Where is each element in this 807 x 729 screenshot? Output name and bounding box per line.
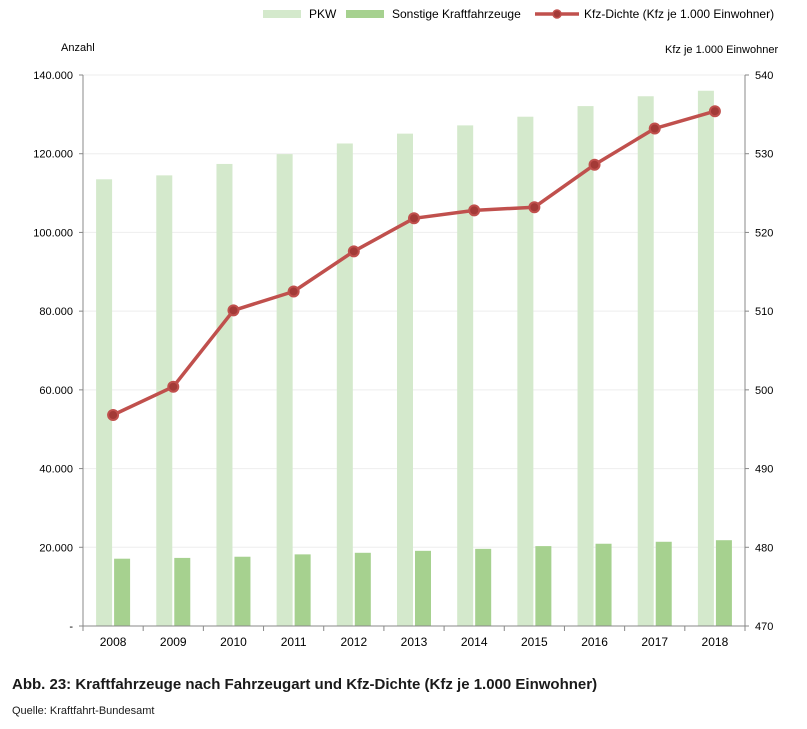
y-tick-label-right: 480 — [755, 542, 773, 554]
density-markers — [107, 105, 721, 422]
y-tick-label-left: 140.000 — [33, 70, 73, 82]
bars-sonstige — [114, 540, 732, 626]
x-tick-label: 2009 — [160, 635, 187, 649]
density-marker — [708, 105, 721, 118]
bar-pkw — [96, 179, 113, 626]
y-tick-label-right: 470 — [755, 621, 773, 633]
bar-pkw — [637, 96, 654, 626]
bar-sonstige — [715, 540, 732, 626]
y-ticks-right: 470 480 490 500 510 520 530 540 — [745, 70, 773, 633]
chart: PKW Sonstige Kraftfahrzeuge Kfz-Dichte (… — [33, 7, 778, 649]
density-marker — [107, 409, 120, 422]
y-tick-label-left: 80.000 — [39, 306, 73, 318]
bar-sonstige — [595, 543, 612, 626]
bars-pkw — [96, 90, 714, 627]
legend-swatch-pkw — [263, 10, 301, 18]
y-tick-label-right: 510 — [755, 306, 773, 318]
x-tick-label: 2016 — [581, 635, 608, 649]
density-marker — [227, 304, 240, 317]
y-tick-label-left: - — [69, 621, 73, 633]
gridlines — [83, 74, 745, 548]
bar-sonstige — [655, 541, 672, 626]
y-tick-label-right: 490 — [755, 464, 773, 476]
x-tick-label: 2017 — [641, 635, 668, 649]
x-tick-label: 2014 — [461, 635, 488, 649]
y-tick-label-left: 120.000 — [33, 149, 73, 161]
source-note: Quelle: Kraftfahrt-Bundesamt — [12, 705, 155, 717]
bar-sonstige — [415, 550, 431, 626]
x-tick-label: 2018 — [702, 635, 729, 649]
x-tick-label: 2015 — [521, 635, 548, 649]
y-tick-label-right: 500 — [755, 385, 773, 397]
y-axis-left-title: Anzahl — [61, 42, 95, 54]
y-tick-label-right: 520 — [755, 227, 773, 239]
bar-sonstige — [234, 556, 251, 626]
x-tick-label: 2013 — [401, 635, 428, 649]
x-tick-label: 2011 — [281, 635, 307, 649]
bar-pkw — [156, 175, 173, 626]
y-axis-right-title: Kfz je 1.000 Einwohner — [665, 44, 778, 56]
bar-pkw — [216, 163, 233, 626]
legend-label-dichte: Kfz-Dichte (Kfz je 1.000 Einwohner) — [584, 7, 774, 21]
x-ticks — [82, 626, 746, 631]
bar-pkw — [276, 154, 293, 627]
bar-sonstige — [535, 546, 552, 626]
bar-pkw — [697, 90, 714, 626]
x-tick-label: 2012 — [340, 635, 367, 649]
legend-label-sonstige: Sonstige Kraftfahrzeuge — [392, 7, 521, 21]
x-tick-labels: 2008 2009 2010 2011 2012 2013 2014 2015 2016 2017… — [100, 635, 729, 649]
y-tick-label-left: 60.000 — [39, 385, 73, 397]
x-tick-label: 2008 — [100, 635, 127, 649]
y-tick-label-left: 20.000 — [39, 542, 73, 554]
density-marker — [167, 380, 180, 393]
legend-label-pkw: PKW — [309, 7, 337, 21]
bar-pkw — [517, 116, 534, 627]
density-marker — [648, 122, 661, 135]
bar-sonstige — [354, 552, 371, 626]
legend-swatch-sonstige — [346, 10, 384, 18]
legend: PKW Sonstige Kraftfahrzeuge Kfz-Dichte (… — [263, 7, 774, 21]
density-marker — [287, 285, 300, 298]
y-ticks-left: - 20.000 40.000 60.000 80.000 100.000 120.000 1… — [33, 70, 83, 633]
bar-pkw — [336, 143, 353, 626]
y-tick-label-left: 100.000 — [33, 227, 73, 239]
y-tick-label-right: 540 — [755, 70, 773, 82]
density-marker — [468, 204, 481, 217]
density-marker — [588, 158, 601, 171]
bar-sonstige — [114, 558, 131, 626]
x-tick-label: 2010 — [220, 635, 247, 649]
bar-sonstige — [475, 548, 492, 626]
bar-pkw — [397, 133, 413, 626]
bar-pkw — [457, 125, 474, 627]
density-marker — [528, 201, 541, 214]
density-marker — [408, 212, 420, 225]
bar-sonstige — [174, 557, 191, 626]
legend-swatch-marker — [552, 9, 562, 19]
density-marker — [347, 245, 360, 258]
figure-caption: Abb. 23: Kraftfahrzeuge nach Fahrzeugart… — [12, 676, 598, 693]
density-line — [112, 109, 716, 417]
bar-sonstige — [294, 554, 311, 626]
y-tick-label-right: 530 — [755, 149, 773, 161]
bar-pkw — [577, 106, 594, 626]
y-tick-label-left: 40.000 — [39, 464, 73, 476]
